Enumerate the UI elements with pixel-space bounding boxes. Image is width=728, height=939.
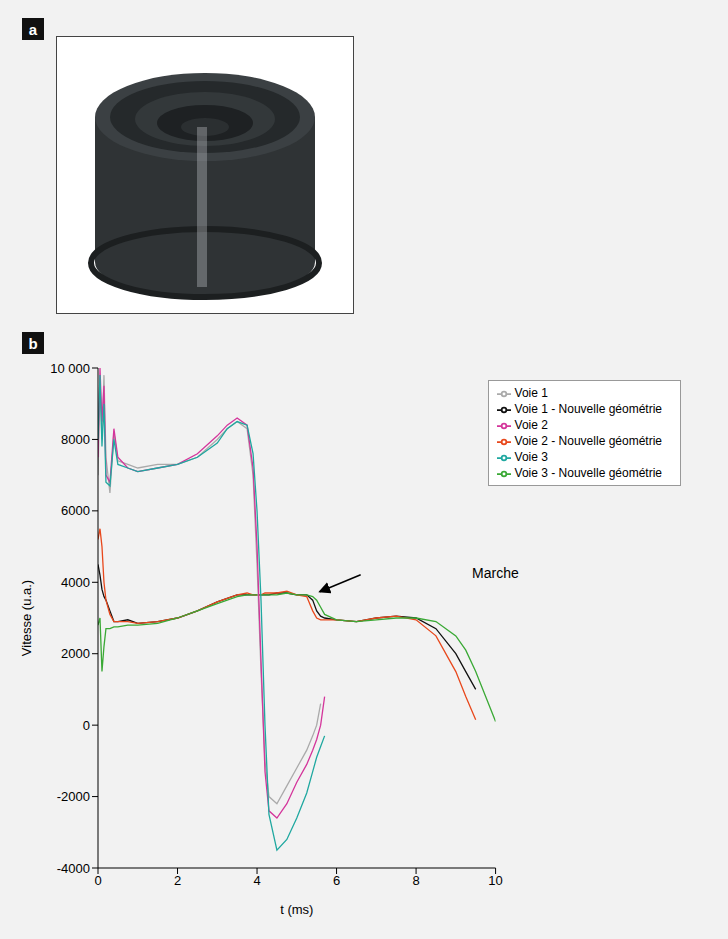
- html-text:Voie 3: Voie 3: [514, 450, 548, 464]
- svg-text:8: 8: [412, 873, 419, 888]
- html-text:Voie 2: Voie 2: [514, 418, 548, 432]
- svg-text:2: 2: [174, 873, 181, 888]
- html-text:Marche: Marche: [472, 564, 519, 581]
- svg-text:4: 4: [253, 873, 260, 888]
- svg-text:8000: 8000: [61, 432, 90, 447]
- svg-text:-2000: -2000: [57, 789, 90, 804]
- svg-text:-4000: -4000: [57, 861, 90, 876]
- svg-text:6: 6: [333, 873, 340, 888]
- svg-text:10 000: 10 000: [50, 361, 90, 376]
- svg-text:6000: 6000: [61, 503, 90, 518]
- svg-text:0: 0: [94, 873, 101, 888]
- svg-text:10: 10: [488, 873, 502, 888]
- svg-text:Vitesse (u.a.): Vitesse (u.a.): [19, 580, 34, 656]
- svg-text:t (ms): t (ms): [280, 902, 313, 917]
- html-text:Voie 2 - Nouvelle géométrie: Voie 2 - Nouvelle géométrie: [514, 434, 662, 448]
- svg-text:2000: 2000: [61, 646, 90, 661]
- html-text:Voie 1 - Nouvelle géométrie: Voie 1 - Nouvelle géométrie: [514, 402, 662, 416]
- svg-text:4000: 4000: [61, 575, 90, 590]
- html-text:a: a: [28, 20, 38, 38]
- html-text:Voie 1: Voie 1: [514, 386, 548, 400]
- svg-text:0: 0: [83, 718, 90, 733]
- html-text:Voie 3 - Nouvelle géométrie: Voie 3 - Nouvelle géométrie: [514, 466, 662, 480]
- html-text:b: b: [28, 334, 38, 352]
